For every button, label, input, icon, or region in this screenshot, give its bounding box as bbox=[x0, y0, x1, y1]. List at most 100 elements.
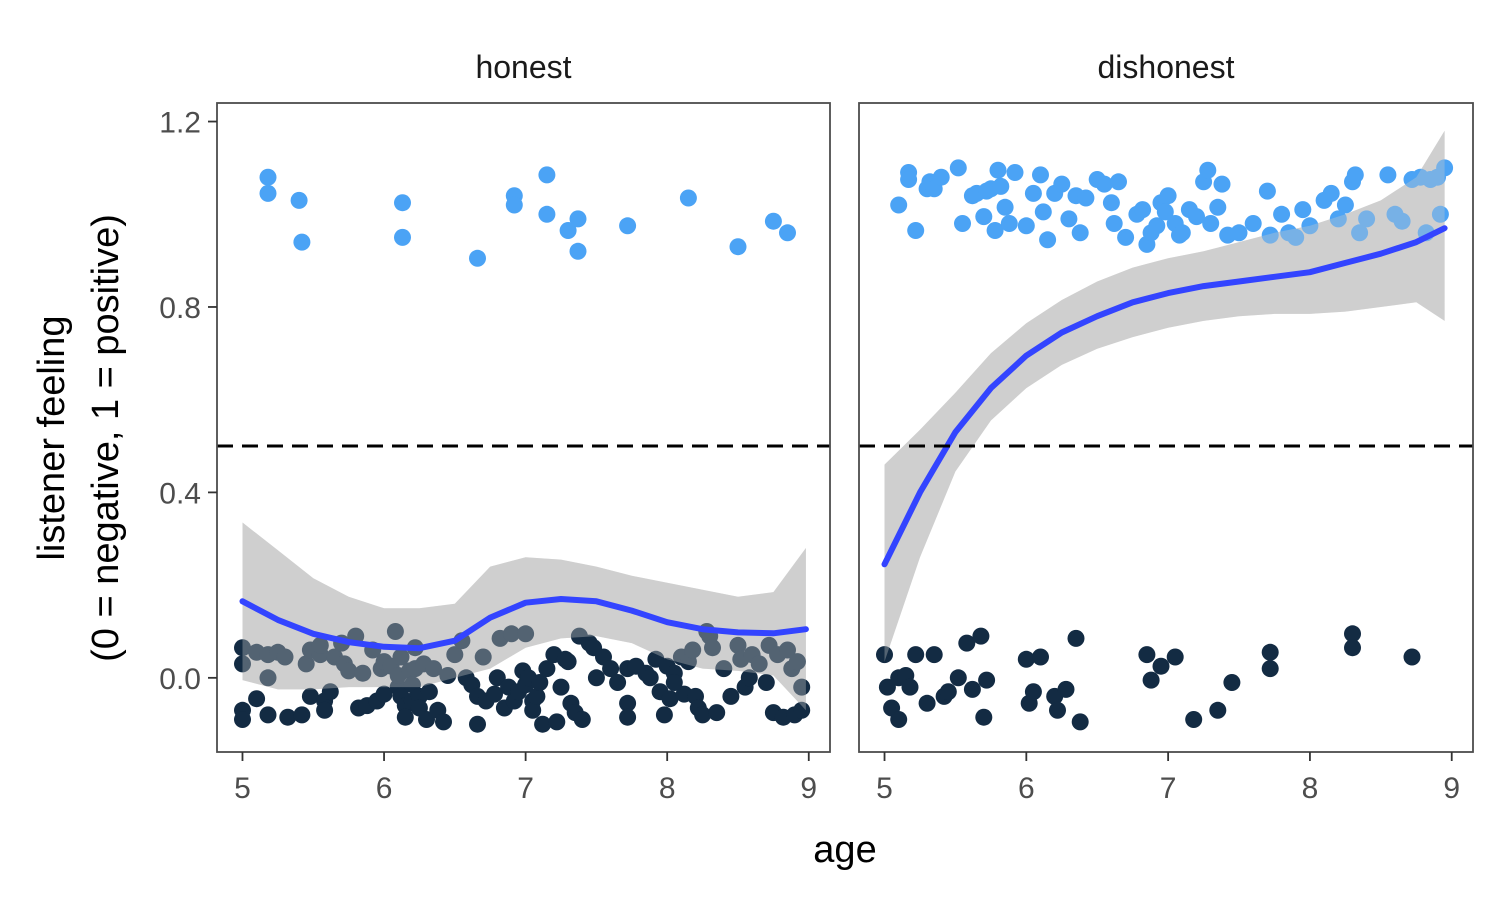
x-tick-label: 6 bbox=[376, 772, 393, 805]
data-point-negative bbox=[234, 711, 251, 728]
data-point-positive bbox=[1053, 175, 1071, 193]
x-tick-label: 6 bbox=[1018, 772, 1035, 805]
confidence-ribbon-overlay bbox=[884, 130, 1445, 662]
data-point-negative bbox=[939, 683, 957, 701]
data-point-negative bbox=[655, 706, 673, 724]
x-tick-label: 5 bbox=[876, 772, 893, 805]
data-point-positive bbox=[729, 238, 747, 256]
panel-border bbox=[858, 102, 1474, 753]
data-point-negative bbox=[907, 646, 925, 664]
data-point-positive bbox=[1156, 203, 1174, 221]
x-tick-label: 8 bbox=[1302, 772, 1319, 805]
data-point-positive bbox=[1329, 210, 1347, 228]
data-point-negative bbox=[757, 674, 775, 691]
data-point-positive bbox=[1358, 210, 1376, 228]
data-point-negative bbox=[386, 623, 404, 640]
data-point-negative bbox=[890, 711, 908, 728]
facet-label-honest: honest bbox=[475, 49, 571, 85]
data-point-negative bbox=[708, 704, 726, 722]
data-point-negative bbox=[488, 669, 506, 687]
data-point-negative bbox=[619, 708, 637, 726]
data-point-positive bbox=[949, 159, 967, 177]
data-point-negative bbox=[1057, 680, 1075, 698]
data-point-positive bbox=[1393, 212, 1411, 230]
data-point-positive bbox=[1273, 205, 1291, 223]
data-point-negative bbox=[340, 662, 358, 680]
x-tick-label: 7 bbox=[1160, 772, 1177, 805]
data-point-positive bbox=[975, 208, 993, 226]
y-tick-label: 0.0 bbox=[159, 663, 201, 696]
data-point-positive bbox=[1000, 215, 1018, 232]
data-point-positive bbox=[992, 177, 1010, 195]
data-point-positive bbox=[538, 166, 556, 184]
data-point-negative bbox=[609, 674, 627, 691]
facet-label-dishonest: dishonest bbox=[1098, 49, 1235, 85]
panel-dishonest: dishonest 5 6 7 8 9 bbox=[858, 49, 1474, 805]
data-point-positive bbox=[1346, 166, 1364, 184]
data-point-positive bbox=[569, 242, 587, 260]
data-point-negative bbox=[1209, 701, 1227, 719]
data-point-negative bbox=[503, 625, 520, 643]
data-point-negative bbox=[418, 711, 435, 728]
data-point-positive bbox=[1351, 224, 1369, 242]
data-point-positive bbox=[779, 224, 796, 242]
data-point-positive bbox=[1379, 166, 1397, 184]
data-point-negative bbox=[439, 667, 457, 684]
data-point-negative bbox=[722, 687, 740, 705]
data-point-negative bbox=[559, 653, 577, 671]
data-point-negative bbox=[297, 655, 315, 673]
data-point-positive bbox=[259, 168, 277, 186]
data-point-positive bbox=[679, 189, 697, 207]
data-point-positive bbox=[954, 215, 971, 232]
data-point-negative bbox=[1152, 657, 1170, 675]
data-point-negative bbox=[779, 641, 796, 659]
data-point-negative bbox=[1032, 648, 1049, 666]
data-point-negative bbox=[321, 683, 339, 701]
data-point-negative bbox=[1138, 646, 1156, 664]
data-point-negative bbox=[311, 636, 329, 654]
y-axis-title-line-1: listener feeling bbox=[31, 315, 73, 560]
data-point-positive bbox=[996, 198, 1014, 216]
data-point-positive bbox=[932, 168, 950, 186]
data-point-positive bbox=[469, 249, 486, 267]
data-point-negative bbox=[420, 683, 438, 701]
data-point-negative bbox=[602, 660, 620, 678]
data-point-positive bbox=[1117, 228, 1135, 246]
data-point-negative bbox=[552, 678, 570, 696]
data-point-negative bbox=[661, 690, 679, 708]
data-point-negative bbox=[1261, 643, 1279, 661]
data-point-negative bbox=[641, 669, 659, 687]
x-tick-label: 9 bbox=[800, 772, 817, 805]
data-point-positive bbox=[1322, 184, 1340, 202]
data-point-positive bbox=[986, 222, 1004, 239]
data-point-positive bbox=[1436, 159, 1454, 177]
data-point-negative bbox=[878, 678, 896, 696]
data-point-negative bbox=[524, 701, 542, 719]
data-point-negative bbox=[234, 655, 251, 673]
data-point-negative bbox=[793, 678, 811, 696]
y-axis-title-line-2: (0 = negative, 1 = positive) bbox=[85, 214, 127, 662]
data-point-negative bbox=[1071, 713, 1089, 731]
data-point-negative bbox=[446, 646, 464, 664]
data-point-positive bbox=[1294, 201, 1312, 219]
data-point-positive bbox=[1077, 189, 1095, 207]
data-point-positive bbox=[1173, 224, 1191, 242]
data-point-negative bbox=[1166, 648, 1184, 666]
data-point-positive bbox=[900, 171, 918, 188]
data-point-negative bbox=[435, 713, 452, 731]
data-point-positive bbox=[1071, 224, 1089, 242]
data-point-negative bbox=[474, 648, 492, 666]
data-point-negative bbox=[1223, 674, 1241, 691]
data-point-negative bbox=[528, 687, 546, 705]
data-point-negative bbox=[517, 625, 535, 643]
data-point-negative bbox=[1344, 625, 1361, 643]
data-point-positive bbox=[989, 161, 1007, 179]
data-point-positive bbox=[1301, 217, 1319, 235]
data-point-negative bbox=[279, 708, 297, 726]
data-point-positive bbox=[1202, 215, 1220, 232]
data-point-positive bbox=[1258, 182, 1276, 200]
confidence-ribbon-overlay bbox=[242, 522, 806, 711]
data-point-negative bbox=[972, 627, 990, 645]
data-point-negative bbox=[978, 671, 996, 689]
